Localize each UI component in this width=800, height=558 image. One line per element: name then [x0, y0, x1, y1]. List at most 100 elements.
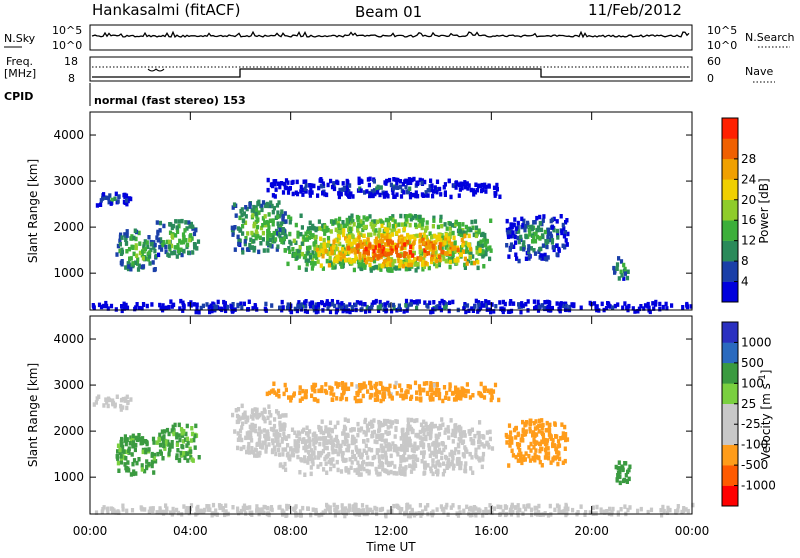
- heatmap-cell: [269, 505, 274, 510]
- heatmap-cell: [685, 304, 689, 310]
- heatmap-cell: [527, 453, 531, 459]
- heatmap-cell: [260, 207, 264, 213]
- heatmap-cell: [320, 248, 324, 253]
- heatmap-cell: [461, 243, 465, 248]
- heatmap-cell: [135, 261, 140, 266]
- heatmap-cell: [115, 252, 119, 257]
- heatmap-cell: [654, 299, 658, 305]
- heatmap-cell: [379, 252, 383, 258]
- heatmap-cell: [435, 443, 439, 448]
- heatmap-cell: [259, 510, 263, 515]
- heatmap-cell: [306, 226, 311, 231]
- heatmap-cell: [282, 181, 286, 187]
- heatmap-cell: [305, 237, 310, 242]
- heatmap-cell: [121, 396, 125, 402]
- heatmap-cell: [311, 461, 315, 467]
- heatmap-cell: [236, 431, 240, 436]
- heatmap-cell: [370, 385, 374, 391]
- heatmap-cell: [403, 179, 407, 184]
- heatmap-cell: [260, 411, 264, 416]
- heatmap-cell: [167, 239, 171, 245]
- heatmap-cell: [521, 223, 525, 228]
- heatmap-cell: [473, 219, 478, 224]
- heatmap-cell: [613, 303, 617, 309]
- heatmap-cell: [261, 237, 265, 242]
- heatmap-cell: [359, 508, 363, 513]
- heatmap-cell: [375, 397, 379, 402]
- heatmap-cell: [529, 448, 533, 453]
- heatmap-cell: [360, 384, 364, 389]
- heatmap-cell: [381, 467, 385, 472]
- heatmap-cell: [412, 444, 416, 450]
- heatmap-cell: [488, 256, 492, 262]
- heatmap-cell: [331, 265, 335, 270]
- heatmap-cell: [547, 300, 551, 305]
- heatmap-cell: [158, 228, 162, 233]
- velocity-heatmap: [92, 380, 695, 519]
- heatmap-cell: [533, 506, 537, 511]
- heatmap-cell: [170, 440, 174, 445]
- heatmap-cell: [378, 248, 382, 253]
- heatmap-cell: [541, 512, 545, 517]
- heatmap-cell: [162, 240, 166, 245]
- heatmap-cell: [420, 459, 424, 464]
- heatmap-cell: [362, 439, 366, 444]
- heatmap-cell: [457, 231, 461, 236]
- heatmap-cell: [161, 439, 165, 445]
- heatmap-cell: [136, 257, 140, 262]
- heatmap-cell: [361, 227, 365, 233]
- heatmap-cell: [342, 186, 347, 191]
- heatmap-cell: [140, 438, 145, 443]
- heatmap-cell: [418, 503, 422, 508]
- heatmap-cell: [275, 247, 279, 252]
- heatmap-cell: [175, 435, 179, 440]
- heatmap-cell: [459, 229, 463, 234]
- heatmap-cell: [444, 304, 448, 310]
- heatmap-cell: [442, 185, 446, 190]
- heatmap-cell: [625, 305, 629, 310]
- heatmap-cell: [190, 457, 194, 462]
- heatmap-cell: [186, 440, 190, 446]
- heatmap-cell: [444, 427, 448, 433]
- heatmap-cell: [427, 443, 431, 448]
- heatmap-cell: [449, 194, 453, 200]
- heatmap-cell: [555, 228, 559, 234]
- heatmap-cell: [408, 250, 413, 255]
- heatmap-cell: [560, 230, 564, 236]
- heatmap-cell: [476, 241, 481, 247]
- heatmap-cell: [479, 239, 483, 244]
- heatmap-cell: [129, 256, 133, 261]
- heatmap-cell: [404, 435, 408, 440]
- heatmap-cell: [368, 461, 372, 467]
- heatmap-cell: [236, 234, 240, 240]
- heatmap-cell: [401, 261, 405, 266]
- heatmap-cell: [416, 264, 420, 270]
- heatmap-cell: [377, 464, 381, 470]
- heatmap-cell: [418, 238, 422, 244]
- heatmap-cell: [400, 245, 404, 251]
- heatmap-cell: [114, 191, 118, 197]
- colorbar-swatch: [722, 199, 738, 221]
- heatmap-cell: [544, 428, 548, 433]
- heatmap-cell: [468, 452, 472, 457]
- heatmap-cell: [197, 455, 201, 460]
- heatmap-cell: [462, 430, 466, 435]
- heatmap-cell: [405, 503, 409, 508]
- heatmap-cell: [308, 429, 312, 434]
- heatmap-cell: [444, 302, 448, 307]
- heatmap-cell: [397, 446, 401, 452]
- heatmap-cell: [256, 234, 260, 239]
- heatmap-cell: [195, 306, 199, 311]
- heatmap-cell: [396, 253, 400, 258]
- heatmap-cell: [344, 511, 348, 516]
- heatmap-cell: [465, 382, 469, 387]
- heatmap-cell: [384, 217, 389, 223]
- heatmap-cell: [121, 507, 125, 512]
- heatmap-cell: [467, 183, 471, 188]
- heatmap-cell: [315, 255, 319, 260]
- heatmap-cell: [237, 414, 241, 420]
- heatmap-cell: [398, 467, 402, 473]
- heatmap-cell: [424, 436, 428, 442]
- heatmap-cell: [474, 182, 478, 187]
- heatmap-cell: [267, 410, 272, 415]
